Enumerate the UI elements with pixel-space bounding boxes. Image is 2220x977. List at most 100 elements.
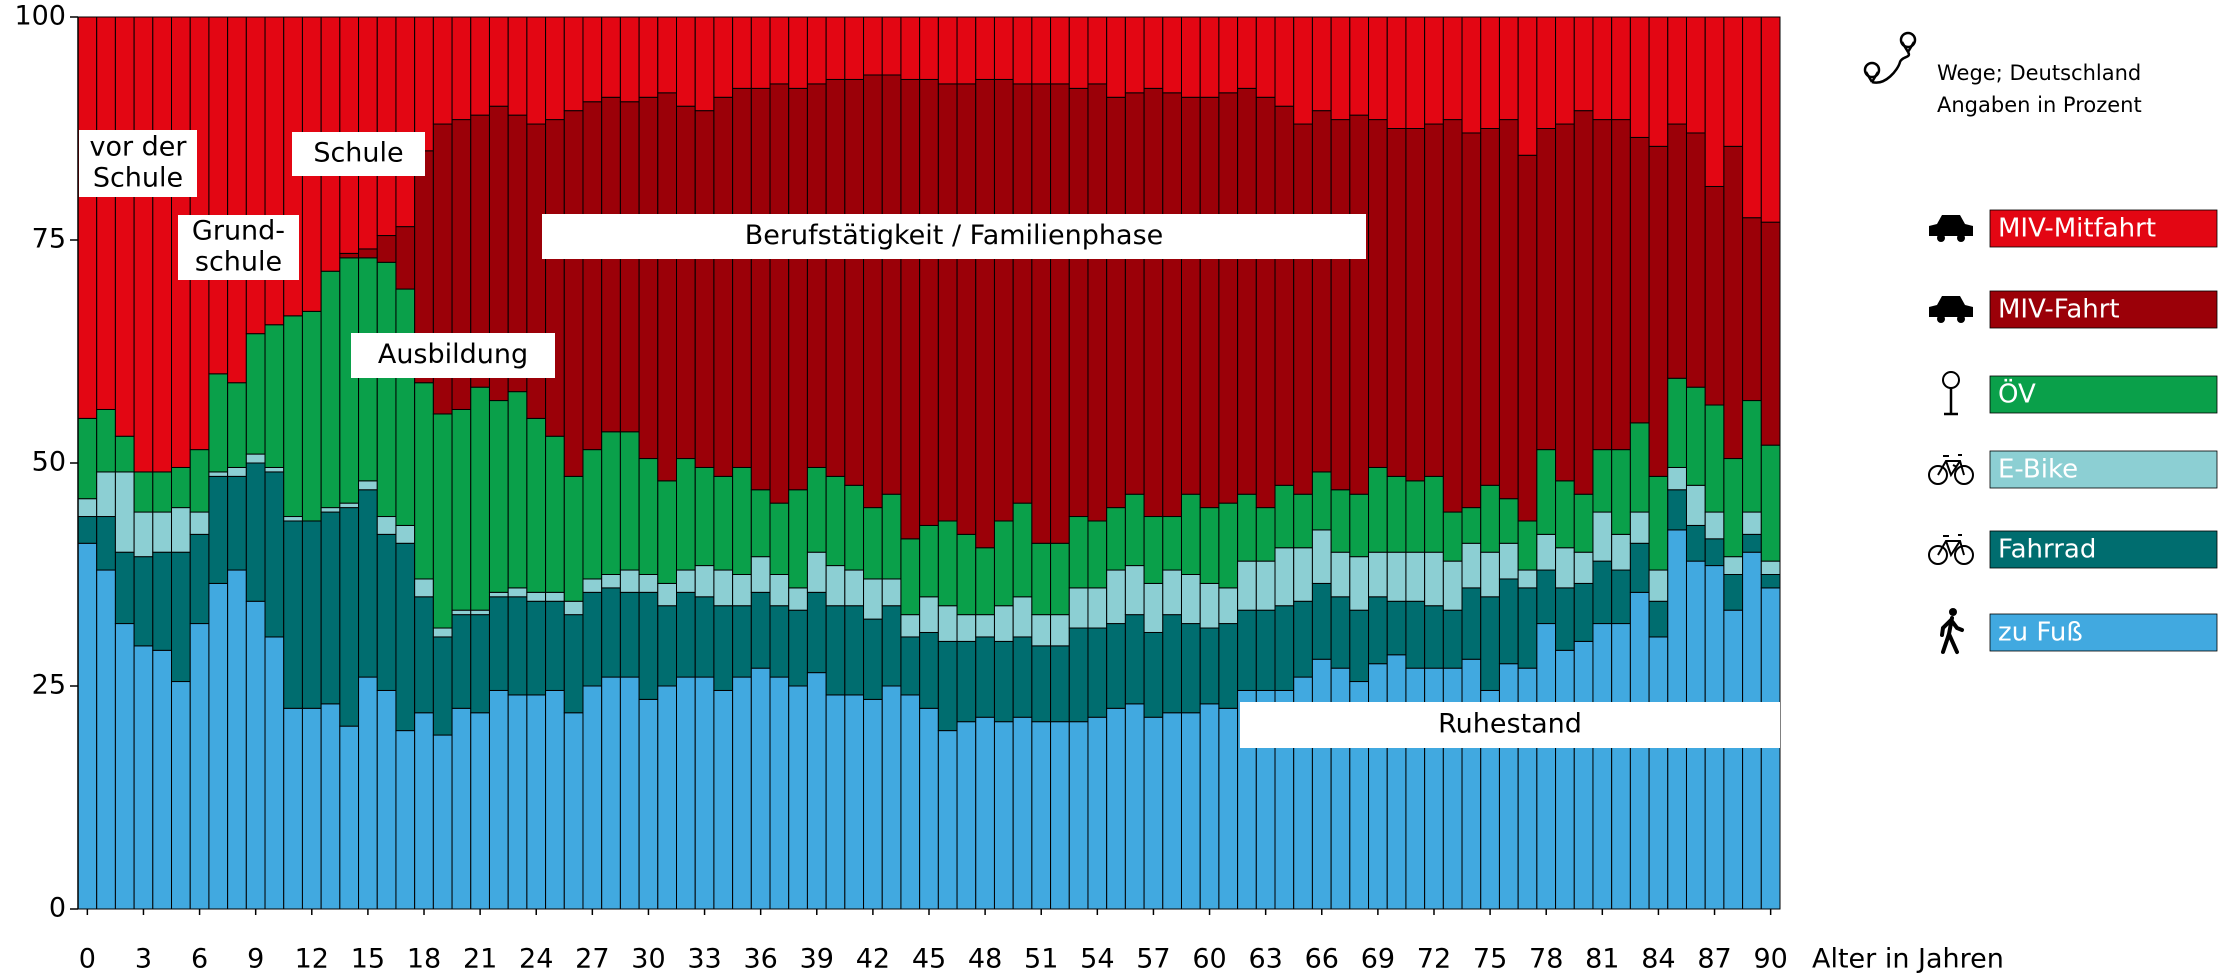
annotation: Schule — [93, 163, 183, 194]
bar-segment — [844, 694, 865, 910]
bar-segment — [1031, 542, 1052, 616]
bar-segment — [1143, 716, 1164, 910]
bar-segment — [1461, 658, 1482, 910]
bar-segment — [1555, 547, 1575, 589]
icon-wheel — [1937, 315, 1945, 323]
bar-segment — [114, 551, 135, 625]
bar-segment — [545, 600, 565, 691]
legend-swatch — [1989, 209, 2218, 248]
bar-segment — [975, 547, 995, 616]
bar-segment — [657, 582, 678, 607]
note-icon — [1863, 31, 1917, 84]
bar-segment — [1087, 16, 1108, 85]
bar-segment — [77, 16, 98, 419]
bar-segment — [1255, 609, 1276, 691]
bar-segment — [919, 596, 939, 633]
legend-label: MIV-Fahrt — [1998, 295, 2120, 325]
icon-wheel — [1954, 545, 1974, 565]
bar-segment — [1592, 16, 1613, 121]
bar-segment — [1648, 16, 1669, 147]
bar-segment — [619, 16, 640, 103]
bar-segment — [844, 16, 865, 80]
bar-segment — [526, 417, 547, 593]
bar-segment — [1106, 569, 1126, 625]
bar-segment — [638, 591, 659, 700]
bar-segment — [96, 471, 116, 518]
bar-segment — [863, 698, 883, 910]
annotation: Grund- — [192, 216, 285, 247]
bar-segment — [227, 569, 247, 910]
bar-segment — [1611, 16, 1631, 121]
bar-segment — [1124, 614, 1145, 705]
bar-segment — [545, 689, 565, 910]
bar-segment — [245, 462, 266, 602]
bar-segment — [264, 636, 285, 910]
x-tick-label: 42 — [856, 944, 890, 975]
bar-segment — [1424, 475, 1444, 553]
bar-segment — [470, 609, 490, 616]
bar-segment — [937, 83, 958, 522]
bar-segment — [937, 520, 958, 607]
bar-segment — [96, 569, 116, 910]
x-tick-label: 12 — [295, 944, 329, 975]
bar-segment — [1162, 516, 1182, 571]
bar-segment — [1405, 128, 1426, 482]
bar-segment — [825, 694, 846, 910]
bar-segment — [1012, 596, 1033, 638]
bar-segment — [1162, 16, 1182, 94]
bar-segment — [1573, 16, 1594, 112]
bar-segment — [1685, 386, 1706, 486]
bar-segment — [582, 578, 603, 593]
bar-segment — [1218, 587, 1239, 625]
bar-segment — [956, 721, 977, 910]
bar-segment — [844, 484, 865, 571]
bar-segment — [1106, 507, 1126, 571]
bar-segment — [358, 248, 378, 259]
bar-segment — [694, 16, 715, 112]
bar-segment — [1124, 493, 1145, 567]
bar-segment — [788, 685, 808, 910]
bar-segment — [1012, 502, 1033, 598]
y-tick-label: 0 — [49, 893, 66, 924]
bar-segment — [395, 226, 416, 290]
bar-segment — [1330, 596, 1351, 669]
bar-segment — [1498, 542, 1519, 580]
x-tick-label: 21 — [463, 944, 497, 975]
bar-segment — [1180, 623, 1201, 714]
bar-segment — [1162, 569, 1182, 616]
bar-segment — [1517, 520, 1538, 571]
bar-segment — [1611, 533, 1631, 571]
legend-icon — [1942, 371, 1960, 416]
bar-segment — [844, 569, 865, 607]
x-tick-label: 6 — [191, 944, 208, 975]
bar-segment — [937, 640, 958, 732]
bar-segment — [1237, 609, 1257, 691]
bar-segment — [1031, 83, 1052, 544]
y-tick-label: 50 — [32, 447, 66, 478]
bar-segment — [133, 645, 154, 910]
bar-segment — [657, 92, 678, 482]
x-axis-label: Alter in Jahren — [1812, 944, 2004, 975]
bar-segment — [881, 685, 902, 910]
bar-segment — [1386, 654, 1407, 910]
bar-segment — [601, 587, 621, 678]
bar-segment — [264, 471, 285, 638]
x-tick-label: 87 — [1697, 944, 1731, 975]
bar-segment — [1124, 92, 1145, 495]
bar-segment — [1143, 87, 1164, 518]
bar-segment — [956, 614, 977, 642]
bar-segment — [1012, 716, 1033, 910]
x-tick-label: 27 — [575, 944, 609, 975]
bar-segment — [414, 596, 434, 714]
bar-segment — [769, 502, 790, 576]
bar-segment — [1330, 119, 1351, 491]
bar-segment — [844, 78, 865, 486]
icon-wheel — [1928, 465, 1948, 485]
bar-segment — [750, 87, 771, 491]
bar-segment — [1012, 16, 1033, 85]
bar-segment — [77, 417, 98, 500]
bar-segment — [395, 524, 416, 544]
bar-segment — [1760, 221, 1781, 446]
bar-segment — [1293, 16, 1313, 125]
